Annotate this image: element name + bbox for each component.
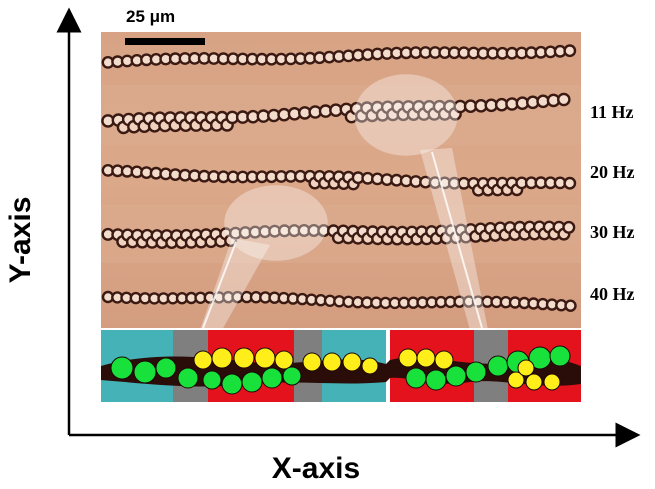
green-particle bbox=[221, 373, 243, 395]
callout-beam bbox=[200, 238, 270, 330]
scale-bar-label: 25 μm bbox=[126, 7, 175, 26]
yellow-particle bbox=[322, 352, 342, 372]
green-particle bbox=[465, 361, 487, 383]
frequency-label-30hz: 30 Hz bbox=[590, 222, 635, 242]
green-particle bbox=[155, 357, 177, 379]
particle-chains bbox=[101, 44, 577, 312]
magnifier-callout-left bbox=[200, 185, 328, 330]
green-particle bbox=[487, 355, 509, 377]
yellow-particle bbox=[342, 352, 362, 372]
particle bbox=[563, 176, 577, 190]
yellow-particle bbox=[434, 350, 454, 370]
green-particle bbox=[405, 367, 427, 389]
yellow-particle bbox=[254, 347, 276, 369]
green-particle bbox=[177, 367, 199, 389]
yellow-particle bbox=[193, 350, 213, 370]
yellow-particle bbox=[525, 373, 543, 391]
magnifier-lens bbox=[354, 74, 458, 156]
yellow-particle bbox=[274, 350, 294, 370]
green-particle bbox=[425, 369, 447, 391]
callout-line bbox=[431, 151, 483, 329]
green-particle bbox=[110, 356, 134, 380]
green-particle bbox=[282, 366, 302, 386]
magnifier-callout-right bbox=[354, 74, 488, 330]
x-axis-label: X-axis bbox=[272, 452, 360, 485]
particle bbox=[562, 220, 576, 234]
yellow-particle bbox=[361, 357, 379, 375]
scale-bar bbox=[125, 38, 205, 45]
frequency-label-20hz: 20 Hz bbox=[590, 162, 635, 182]
green-particle bbox=[241, 371, 263, 393]
particle bbox=[563, 44, 577, 58]
schematic-inset bbox=[101, 330, 581, 402]
yellow-particle bbox=[302, 352, 322, 372]
schematic-chain bbox=[101, 345, 581, 395]
green-particle bbox=[549, 345, 571, 367]
yellow-particle bbox=[398, 348, 418, 368]
frequency-label-11hz: 11 Hz bbox=[590, 102, 634, 122]
magnifier-lens bbox=[224, 185, 328, 261]
yellow-particle bbox=[233, 347, 255, 369]
yellow-particle bbox=[507, 371, 525, 389]
y-axis-label: Y-axis bbox=[4, 197, 37, 284]
yellow-particle bbox=[211, 347, 233, 369]
particle bbox=[564, 299, 577, 312]
yellow-particle bbox=[543, 373, 561, 391]
yellow-particle bbox=[517, 359, 535, 377]
frequency-label-40hz: 40 Hz bbox=[590, 284, 635, 304]
green-particle bbox=[445, 365, 467, 387]
callout-line bbox=[202, 241, 237, 329]
green-particle bbox=[202, 370, 222, 390]
green-particle bbox=[133, 360, 157, 384]
yellow-particle bbox=[416, 348, 436, 368]
green-particle bbox=[261, 367, 283, 389]
callout-beam bbox=[420, 148, 488, 330]
particle bbox=[557, 92, 571, 107]
